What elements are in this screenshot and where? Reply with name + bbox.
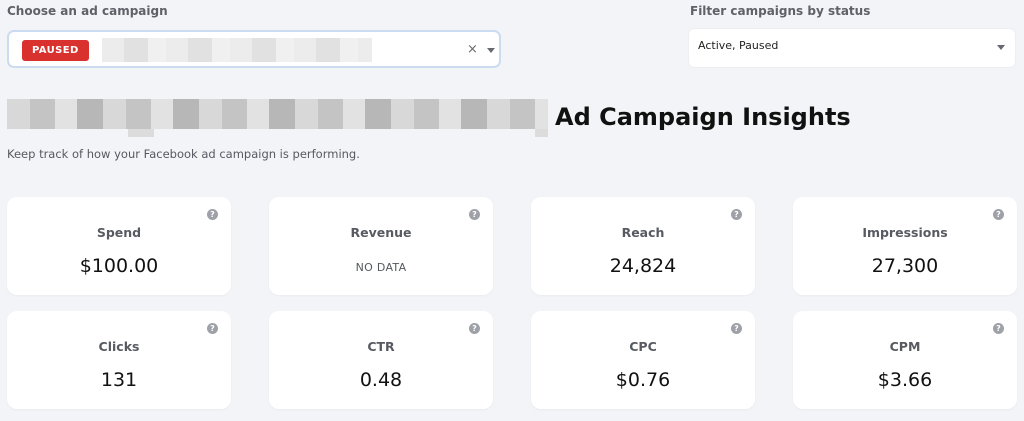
metric-value: 0.48 bbox=[359, 369, 403, 391]
metric-label: Impressions bbox=[862, 225, 948, 240]
metric-card-ctr: ? CTR 0.48 bbox=[269, 311, 493, 409]
metric-card-cpm: ? CPM $3.66 bbox=[793, 311, 1017, 409]
metric-label: CPC bbox=[629, 339, 657, 354]
paused-status-badge: PAUSED bbox=[22, 40, 89, 61]
help-icon[interactable]: ? bbox=[207, 323, 218, 334]
help-icon[interactable]: ? bbox=[469, 209, 480, 220]
metric-value: 131 bbox=[100, 369, 138, 391]
help-icon[interactable]: ? bbox=[469, 323, 480, 334]
status-filter-select[interactable]: Active, Paused bbox=[689, 29, 1015, 67]
help-icon[interactable]: ? bbox=[207, 209, 218, 220]
clear-selection-icon[interactable]: × bbox=[467, 42, 478, 57]
metric-value: 27,300 bbox=[871, 255, 939, 277]
campaign-select-label: Choose an ad campaign bbox=[7, 4, 168, 18]
page-subtitle: Keep track of how your Facebook ad campa… bbox=[7, 147, 360, 161]
help-icon[interactable]: ? bbox=[993, 209, 1004, 220]
metric-card-cpc: ? CPC $0.76 bbox=[531, 311, 755, 409]
metric-card-clicks: ? Clicks 131 bbox=[7, 311, 231, 409]
metric-card-reach: ? Reach 24,824 bbox=[531, 197, 755, 295]
redacted-account-name-tail bbox=[128, 129, 154, 137]
status-filter-label: Filter campaigns by status bbox=[690, 4, 871, 18]
campaign-select[interactable]: PAUSED × bbox=[7, 30, 501, 68]
chevron-down-icon[interactable] bbox=[487, 48, 495, 53]
metric-value: 24,824 bbox=[609, 255, 677, 277]
help-icon[interactable]: ? bbox=[731, 323, 742, 334]
help-icon[interactable]: ? bbox=[731, 209, 742, 220]
metric-card-impressions: ? Impressions 27,300 bbox=[793, 197, 1017, 295]
metric-label: CTR bbox=[367, 339, 395, 354]
chevron-down-icon[interactable] bbox=[997, 45, 1005, 50]
metric-value: NO DATA bbox=[355, 261, 407, 274]
redacted-account-name bbox=[7, 99, 548, 129]
metric-label: Spend bbox=[96, 225, 142, 240]
metric-value: $0.76 bbox=[615, 369, 671, 391]
redacted-account-name-tail bbox=[535, 129, 548, 137]
metric-card-revenue: ? Revenue NO DATA bbox=[269, 197, 493, 295]
page-title: Ad Campaign Insights bbox=[555, 103, 851, 131]
help-icon[interactable]: ? bbox=[993, 323, 1004, 334]
status-filter-value: Active, Paused bbox=[698, 39, 779, 52]
metric-value: $3.66 bbox=[877, 369, 933, 391]
metric-label: Revenue bbox=[350, 225, 412, 240]
metric-value: $100.00 bbox=[79, 255, 159, 277]
metric-label: CPM bbox=[889, 339, 921, 354]
metric-label: Reach bbox=[621, 225, 665, 240]
redacted-campaign-name bbox=[102, 38, 372, 62]
metric-label: Clicks bbox=[98, 339, 140, 354]
metric-card-spend: ? Spend $100.00 bbox=[7, 197, 231, 295]
